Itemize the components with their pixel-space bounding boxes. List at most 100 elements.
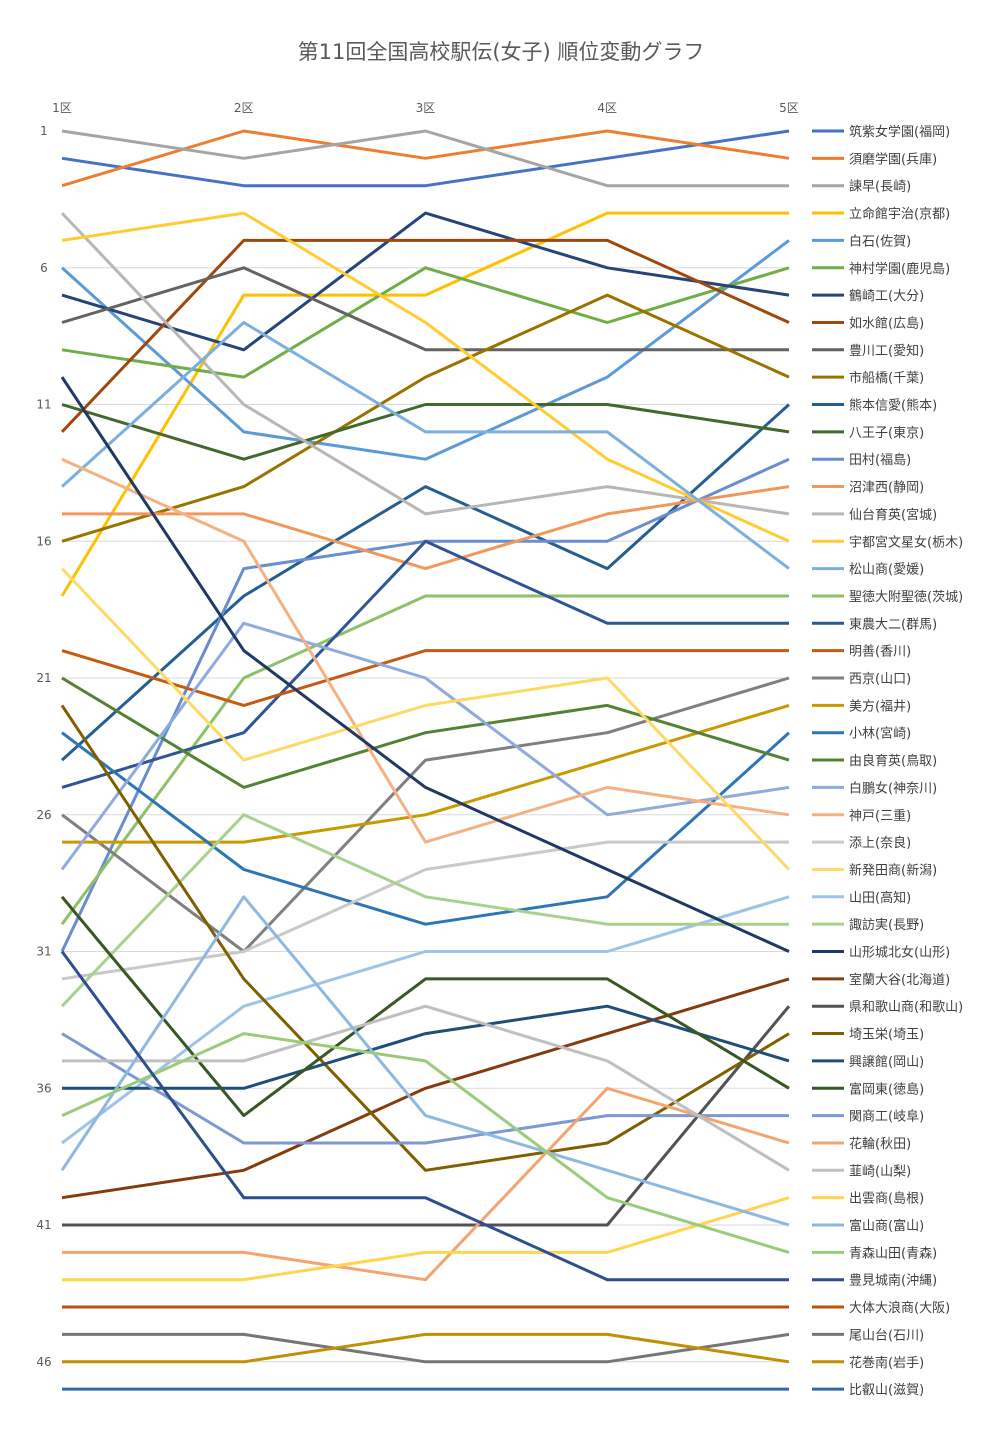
- series-line: [61, 1032, 790, 1254]
- series-line: [61, 293, 790, 543]
- series-line: [61, 457, 790, 844]
- legend-label: 神戸(三重): [849, 808, 911, 824]
- series-line: [62, 1005, 791, 1227]
- series-line: [61, 539, 789, 789]
- y-tick-label: 6: [40, 261, 48, 275]
- legend-label: 美方(福井): [849, 698, 911, 714]
- series-line: [60, 376, 790, 953]
- series-lines: [60, 129, 791, 1391]
- series-line: [61, 676, 790, 789]
- series-line: [60, 950, 789, 1282]
- series-line: [61, 403, 790, 461]
- legend-label: 沼津西(静岡): [849, 481, 924, 496]
- legend-label: 添上(奈良): [849, 835, 911, 851]
- legend-label: 宇都宮文星女(栃木): [849, 534, 963, 550]
- series-line: [60, 594, 789, 926]
- series-line: [61, 840, 789, 981]
- x-axis-ticks: 1区 2区 3区 4区 5区: [52, 101, 799, 115]
- y-tick-label: 26: [36, 808, 51, 822]
- legend-label: 新発田商(新潟): [849, 862, 937, 878]
- legend-label: 韮崎(山梨): [849, 1164, 911, 1179]
- y-tick-label: 31: [36, 945, 51, 959]
- legend-label: 聖徳大附聖徳(茨城): [849, 590, 963, 605]
- series-line: [60, 567, 791, 871]
- y-tick-label: 41: [36, 1218, 51, 1232]
- legend-label: 花巻南(岩手): [849, 1355, 924, 1371]
- series-line: [61, 895, 790, 1145]
- series-line: [61, 266, 790, 379]
- legend-label: 立命館宇治(京都): [849, 206, 950, 222]
- legend-label: 八王子(東京): [849, 425, 924, 441]
- legend-label: 花輪(秋田): [849, 1136, 911, 1152]
- x-tick-label: 5区: [779, 101, 799, 115]
- legend-label: 豊川工(愛知): [849, 343, 924, 359]
- x-tick-label: 3区: [416, 101, 436, 115]
- series-line: [60, 621, 790, 871]
- series-line: [60, 895, 790, 1227]
- series-line: [62, 1086, 790, 1282]
- legend-label: 西京(山口): [849, 672, 911, 687]
- series-line: [61, 129, 789, 188]
- legend-label: 筑紫女学園(福岡): [849, 124, 950, 140]
- series-line: [62, 1332, 790, 1364]
- legend-label: 富岡東(徳島): [849, 1081, 924, 1097]
- legend-label: 富山商(富山): [849, 1218, 924, 1234]
- legend-label: 比叡山(滋賀): [849, 1383, 924, 1398]
- legend-label: 大体大浪商(大阪): [849, 1301, 950, 1316]
- legend-label: 小林(宮崎): [849, 726, 911, 742]
- legend-label: 県和歌山商(和歌山): [849, 1000, 963, 1015]
- series-line: [60, 211, 789, 597]
- legend-label: 白石(佐賀): [849, 233, 911, 249]
- series-line: [62, 1196, 790, 1282]
- legend-label: 神村学園(鹿児島): [849, 261, 950, 277]
- legend-label: 室蘭大谷(北海道): [849, 972, 950, 988]
- series-line: [61, 129, 790, 188]
- legend-label: 須磨学園(兵庫): [849, 151, 937, 167]
- series-line: [60, 895, 790, 1118]
- series-line: [60, 321, 790, 570]
- series-line: [60, 212, 790, 516]
- legend-label: 東農大二(群馬): [849, 616, 937, 632]
- legend-label: 山田(高知): [849, 890, 911, 906]
- series-line: [61, 211, 790, 352]
- series-line: [61, 211, 790, 543]
- legend-label: 鶴崎工(大分): [849, 288, 924, 304]
- y-tick-label: 11: [36, 398, 51, 412]
- legend-label: 出雲商(島根): [849, 1192, 924, 1207]
- y-tick-label: 16: [36, 534, 51, 548]
- x-tick-label: 4区: [597, 101, 617, 115]
- series-line: [62, 1332, 790, 1364]
- legend-label: 明善(香川): [849, 644, 911, 660]
- legend-label: 松山商(愛媛): [849, 563, 924, 578]
- legend-label: 関商工(岐阜): [849, 1109, 924, 1125]
- series-line: [61, 266, 789, 352]
- legend-label: 尾山台(石川): [849, 1328, 924, 1343]
- legend-label: 諫早(長崎): [849, 179, 911, 195]
- legend-label: 青森山田(青森): [849, 1246, 937, 1261]
- legend-label: 由良育英(鳥取): [849, 753, 937, 769]
- legend-label: 興譲館(岡山): [849, 1054, 924, 1070]
- legend-label: 白鵬女(神奈川): [849, 780, 937, 796]
- series-line: [60, 238, 790, 433]
- y-tick-label: 36: [36, 1081, 51, 1095]
- series-line: [61, 676, 790, 953]
- y-tick-label: 21: [36, 671, 51, 685]
- legend-label: 市船橋(千葉): [849, 370, 924, 386]
- legend-label: 埼玉栄(埼玉): [849, 1028, 924, 1043]
- legend-label: 山形城北女(山形): [849, 945, 950, 961]
- legend-label: 如水館(広島): [849, 315, 924, 331]
- series-line: [60, 813, 789, 1008]
- legend-label: 熊本信愛(熊本): [849, 398, 937, 414]
- series-line: [62, 1004, 790, 1090]
- legend-label: 仙台育英(宮城): [849, 507, 937, 523]
- series-line: [61, 129, 790, 188]
- y-tick-label: 1: [40, 124, 48, 138]
- legend-label: 田村(福島): [849, 453, 911, 468]
- series-line: [61, 1032, 789, 1145]
- legend-label: 豊見城南(沖縄): [849, 1273, 937, 1289]
- series-line: [61, 649, 789, 707]
- x-tick-label: 1区: [52, 101, 72, 115]
- legend-label: 諏訪実(長野): [849, 917, 924, 933]
